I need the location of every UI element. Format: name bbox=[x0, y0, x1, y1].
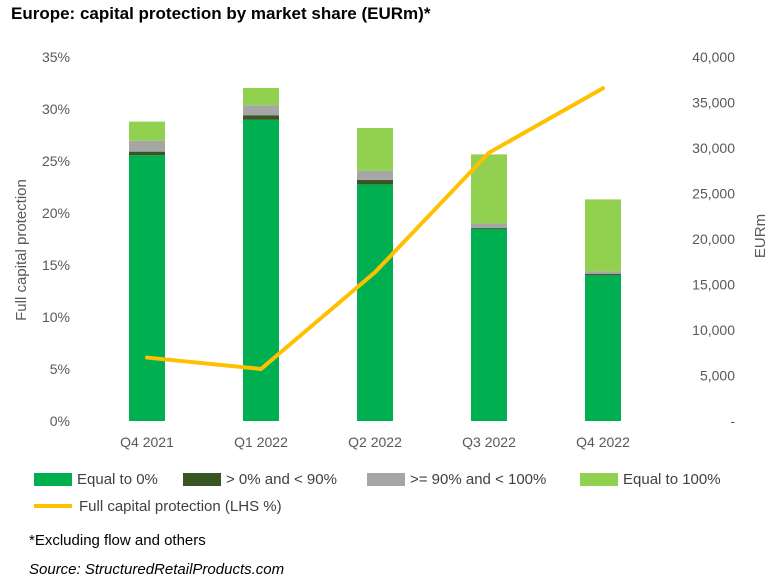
bar-gte-90pct-and-lt-100pct-q1-2022 bbox=[243, 105, 279, 116]
legend-label: Equal to 100% bbox=[623, 471, 721, 488]
bar-equal-to-0pct-q2-2022 bbox=[357, 184, 393, 421]
legend-label: >= 90% and < 100% bbox=[410, 471, 546, 488]
bar-equal-to-100pct-q4-2021 bbox=[129, 121, 165, 141]
right-axis-title: EURm bbox=[752, 214, 769, 258]
bar-gt-0pct-and-lt-90pct-q2-2022 bbox=[357, 179, 393, 185]
bar-gt-0pct-and-lt-90pct-q1-2022 bbox=[243, 115, 279, 120]
line-full-capital-protection-lhs-pct bbox=[145, 86, 605, 371]
right-tick-label: 40,000 bbox=[692, 49, 735, 65]
bar-gte-90pct-and-lt-100pct-q4-2021 bbox=[129, 140, 165, 152]
right-tick-label: 10,000 bbox=[692, 322, 735, 338]
right-tick-label: 15,000 bbox=[692, 277, 735, 293]
source-note: Source: StructuredRetailProducts.com bbox=[29, 561, 285, 578]
left-tick-label: 35% bbox=[42, 49, 70, 65]
bar-equal-to-100pct-q4-2022 bbox=[585, 199, 621, 272]
right-axis-ticks: - 5,000 10,000 15,000 20,000 25,000 30,000 35,0… bbox=[692, 49, 735, 429]
bar-gte-90pct-and-lt-100pct-q3-2022 bbox=[471, 223, 507, 229]
legend-item-equal-to-0pct: Equal to 0% bbox=[34, 471, 158, 488]
left-axis-title: Full capital protection bbox=[13, 179, 30, 321]
right-tick-label: 35,000 bbox=[692, 95, 735, 111]
legend-item-gt-0pct-and-lt-90pct: > 0% and < 90% bbox=[183, 471, 337, 488]
x-tick-label: Q4 2021 bbox=[120, 434, 174, 450]
legend-label: > 0% and < 90% bbox=[226, 471, 337, 488]
legend-label: Equal to 0% bbox=[77, 471, 158, 488]
right-tick-label: - bbox=[730, 413, 735, 429]
legend-swatch bbox=[34, 473, 72, 486]
right-tick-label: 20,000 bbox=[692, 231, 735, 247]
x-tick-label: Q1 2022 bbox=[234, 434, 288, 450]
left-tick-label: 20% bbox=[42, 205, 70, 221]
right-tick-label: 5,000 bbox=[700, 368, 735, 384]
bar-equal-to-0pct-q4-2022 bbox=[585, 275, 621, 421]
bar-equal-to-100pct-q1-2022 bbox=[243, 87, 279, 106]
footnote: *Excluding flow and others bbox=[29, 532, 206, 549]
legend-item-equal-to-100pct: Equal to 100% bbox=[580, 471, 721, 488]
legend-swatch bbox=[367, 473, 405, 486]
left-tick-label: 10% bbox=[42, 309, 70, 325]
x-axis-ticks: Q4 2021 Q1 2022 Q2 2022 Q3 2022 Q4 2022 bbox=[120, 434, 630, 450]
legend-item-gte-90pct-and-lt-100pct: >= 90% and < 100% bbox=[367, 471, 546, 488]
bars-layer bbox=[129, 87, 621, 421]
left-tick-label: 30% bbox=[42, 101, 70, 117]
bar-gte-90pct-and-lt-100pct-q2-2022 bbox=[357, 170, 393, 180]
legend-swatch bbox=[580, 473, 618, 486]
left-tick-label: 5% bbox=[50, 361, 70, 377]
x-tick-label: Q2 2022 bbox=[348, 434, 402, 450]
left-tick-label: 25% bbox=[42, 153, 70, 169]
line-layer bbox=[145, 86, 605, 371]
right-tick-label: 25,000 bbox=[692, 186, 735, 202]
right-tick-label: 30,000 bbox=[692, 140, 735, 156]
legend-swatch bbox=[183, 473, 221, 486]
bar-gt-0pct-and-lt-90pct-q3-2022 bbox=[471, 228, 507, 229]
legend-item-full-capital-protection-lhs-pct: Full capital protection (LHS %) bbox=[34, 498, 282, 515]
bar-gt-0pct-and-lt-90pct-q4-2021 bbox=[129, 151, 165, 156]
legend-label: Full capital protection (LHS %) bbox=[79, 498, 282, 515]
bar-equal-to-0pct-q4-2021 bbox=[129, 155, 165, 421]
legend: Equal to 0% > 0% and < 90% >= 90% and < 10… bbox=[34, 471, 721, 515]
bar-equal-to-0pct-q1-2022 bbox=[243, 119, 279, 421]
bar-gt-0pct-and-lt-90pct-q4-2022 bbox=[585, 274, 621, 276]
left-tick-label: 15% bbox=[42, 257, 70, 273]
bar-gte-90pct-and-lt-100pct-q4-2022 bbox=[585, 271, 621, 275]
x-tick-label: Q3 2022 bbox=[462, 434, 516, 450]
left-axis-ticks: 0% 5% 10% 15% 20% 25% 30% 35% bbox=[42, 49, 70, 429]
left-tick-label: 0% bbox=[50, 413, 70, 429]
x-tick-label: Q4 2022 bbox=[576, 434, 630, 450]
bar-equal-to-0pct-q3-2022 bbox=[471, 228, 507, 421]
bar-equal-to-100pct-q2-2022 bbox=[357, 127, 393, 171]
chart-title: Europe: capital protection by market sha… bbox=[11, 4, 431, 23]
